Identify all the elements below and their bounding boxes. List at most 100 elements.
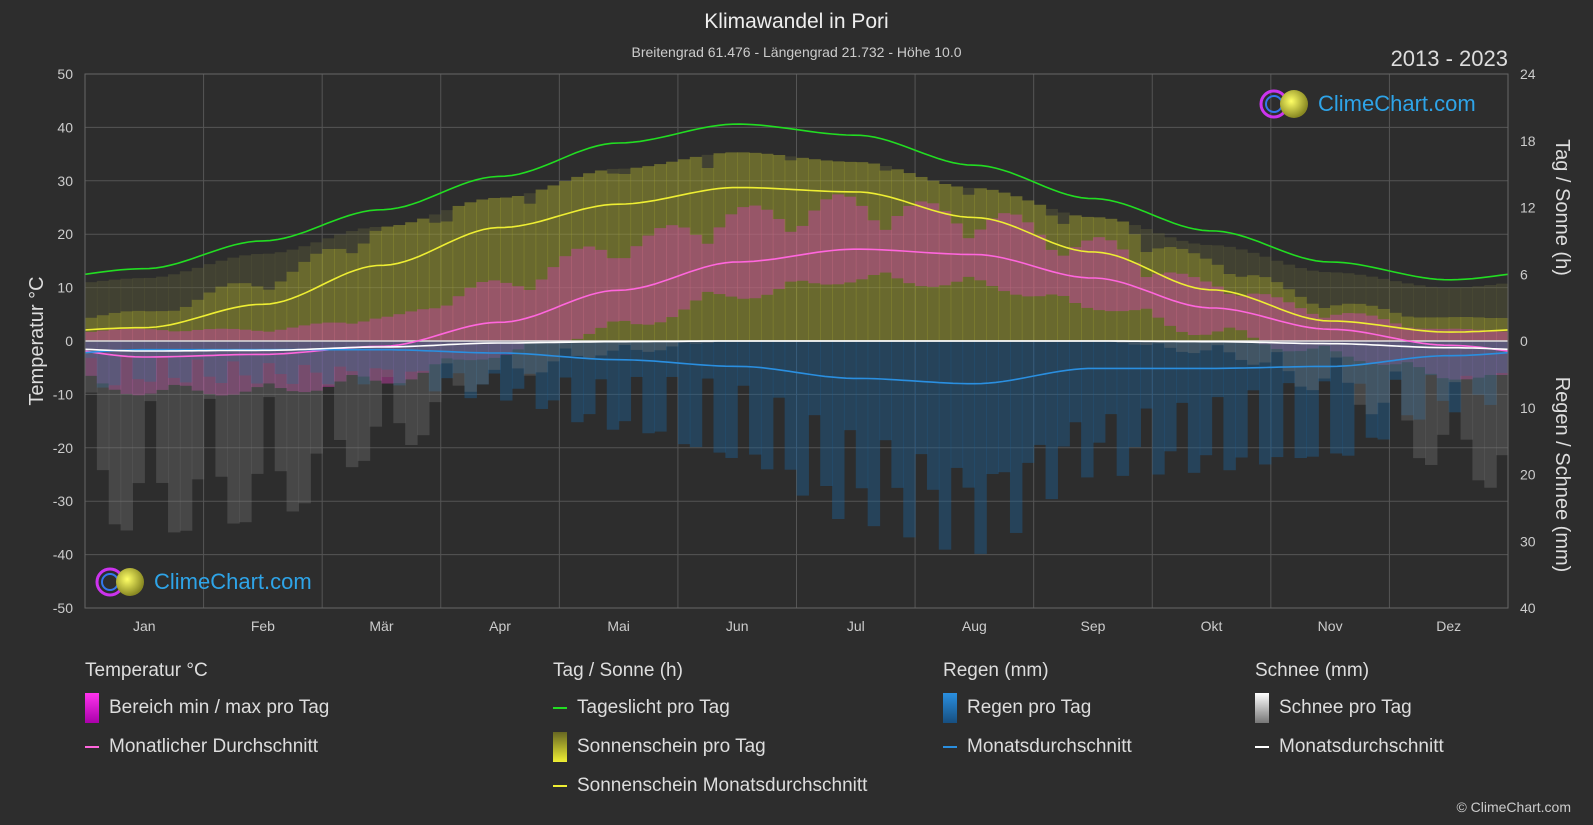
daylight-day-bar [1128,225,1141,235]
snow-day-bar [666,341,679,347]
temp-range-bar [1270,297,1284,349]
rain-day-bar [488,341,501,374]
series-line-3 [84,348,1509,385]
sunshine-day-bar [322,248,335,341]
rain-day-bar [1448,341,1462,413]
rain-day-bar [535,341,549,409]
snow-day-bar [286,341,300,512]
rain-day-bar [1033,341,1047,445]
temp-range-bar [559,256,572,343]
sunshine-day-bar [1021,200,1035,341]
sunshine-day-bar [1365,305,1379,341]
rain-day-bar [1341,341,1355,456]
sunshine-day-bar [286,271,300,341]
sunshine-day-bar [120,311,134,341]
temp-range-bar [476,282,489,360]
sunshine-day-bar [630,167,643,341]
daylight-day-bar [1199,244,1213,259]
daylight-day-bar [322,238,335,249]
sunshine-day-bar [1175,248,1189,341]
daylight-day-bar [784,156,798,161]
rain-day-bar [998,341,1011,473]
sunshine-day-bar [417,218,430,341]
daylight-day-bar [298,246,311,262]
rain-day-bar [452,341,466,374]
legend-label: Sonnenschein Monatsdurchschnitt [577,775,868,796]
sunshine-day-bar [393,225,406,341]
rain-day-bar [476,341,489,385]
rain-day-bar [1353,341,1367,384]
rain-day-bar [808,341,821,416]
rain-day-bar [1247,341,1260,391]
legend-temperature: Temperatur °C Bereich min / max pro Tag … [85,660,329,774]
snow-day-bar [1341,341,1355,383]
rain-day-bar [1460,341,1474,376]
sunshine-day-bar [796,157,809,341]
daylight-day-bar [1389,281,1402,313]
daylight-day-bar [1413,285,1426,318]
sunshine-day-bar [1116,221,1130,341]
sunshine-day-bar [464,202,477,341]
rain-day-bar [357,341,371,385]
sunshine-day-bar [642,166,655,341]
daylight-day-bar [334,234,347,249]
temp-range-bar [642,235,655,325]
sunshine-day-bar [843,161,857,341]
temp-range-bar [322,322,335,387]
snow-day-bar [1436,341,1450,435]
legend-rain: Regen (mm) Regen pro Tag Monatsdurchschn… [943,660,1132,774]
temp-range-bar [843,196,857,283]
snow-day-bar [1330,341,1343,358]
y-left-tick: 40 [57,119,73,135]
temp-range-bar [1069,247,1082,304]
snow-day-bar [1199,341,1213,351]
sunshine-day-bar [274,281,288,341]
legend-sun-title: Tag / Sonne (h) [553,660,683,681]
temp-range-bar [1424,328,1438,374]
temp-range-bar [796,225,809,281]
sunshine-day-bar [1069,215,1082,341]
sunshine-day-bar [772,154,786,341]
sunshine-day-bar [1294,296,1308,341]
y-right-bottom-tick: 20 [1520,467,1536,483]
sunshine-day-bar [511,195,525,341]
snow-day-bar [322,341,335,386]
snow-day-bar [1187,341,1201,354]
rain-day-bar [1128,341,1141,448]
snow-day-bar [1472,341,1485,481]
snow-day-bar [511,341,525,369]
rain-day-bar [298,341,311,365]
temp-range-bar [405,311,418,380]
x-tick-label: Aug [962,618,987,634]
sunshine-day-bar [879,170,892,341]
y-left-tick: 10 [57,280,73,296]
rain-day-bar [867,341,881,527]
daylight-day-bar [274,252,288,282]
sunshine-day-bar [666,161,679,341]
y-right-top-tick: 18 [1520,133,1536,149]
legend-temp-avg: Monatlicher Durchschnitt [85,735,329,759]
rain-day-bar [108,341,122,386]
daylight-day-bar [179,271,193,307]
sunshine-day-bar [1448,317,1462,341]
temp-range-bar [891,216,904,279]
sunshine-day-bar [749,152,762,341]
snow-day-bar [251,341,264,474]
sunshine-day-bar [251,286,264,341]
rain-day-bar [381,341,394,370]
snow-day-bar [1140,341,1153,346]
legend-label: Sonnenschein pro Tag [577,736,766,757]
daylight-day-bar [286,249,300,272]
daylight-day-bar [1306,270,1319,304]
snow-day-bar [594,341,608,356]
y-left-tick: -30 [53,493,73,509]
legend-temp-range: Bereich min / max pro Tag [85,693,329,723]
legend-temperature-title: Temperatur °C [85,660,208,681]
legend-label: Regen pro Tag [967,697,1092,718]
snow-day-bar [583,341,596,358]
sunshine-day-bar [239,283,252,341]
rain-day-bar [820,341,833,487]
temp-range-bar [1282,302,1296,352]
sunshine-day-bar [808,159,821,341]
daylight-day-bar [1258,256,1272,278]
